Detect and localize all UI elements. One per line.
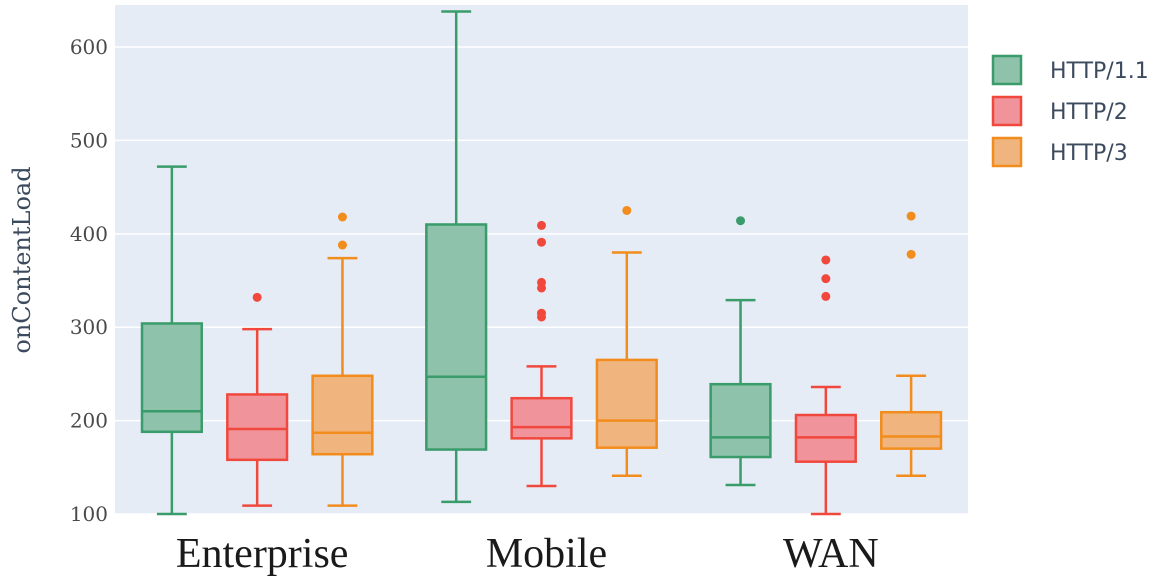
iqr-box	[226, 393, 289, 462]
box-wan	[880, 211, 943, 477]
outlier-point	[537, 277, 546, 287]
outlier-point	[337, 240, 347, 250]
y-axis-ticks: 100 200 300 400 500 600	[70, 35, 108, 526]
series-http-3	[311, 205, 943, 507]
category-label: Mobile	[486, 531, 607, 577]
iqr-box	[510, 396, 573, 440]
outlier-point	[906, 249, 916, 259]
box-enterprise	[226, 292, 289, 507]
outlier-point	[821, 255, 831, 265]
category-label: WAN	[783, 531, 879, 577]
y-tick-label: 500	[70, 128, 108, 152]
outlier-point	[537, 220, 546, 230]
series-http-2	[226, 220, 857, 516]
outlier-point	[906, 211, 916, 221]
iqr-box	[140, 322, 203, 434]
y-tick-label: 600	[70, 35, 108, 59]
iqr-box	[880, 410, 943, 450]
iqr-box	[311, 374, 374, 456]
box-wan	[709, 216, 772, 487]
box-enterprise	[140, 165, 203, 516]
box-mobile	[595, 205, 658, 477]
y-tick-label: 300	[70, 315, 108, 339]
category-label: Enterprise	[176, 531, 349, 577]
box-wan	[794, 255, 857, 516]
legend-swatch	[991, 54, 1023, 86]
y-tick-label: 200	[70, 409, 108, 433]
outlier-point	[821, 274, 831, 284]
box-mobile	[425, 10, 488, 504]
iqr-box	[709, 382, 772, 459]
outlier-point	[537, 237, 546, 247]
box-series	[140, 10, 943, 516]
outlier-point	[821, 291, 831, 301]
y-axis-title: onContentLoad	[8, 166, 36, 353]
legend-item: HTTP/1.1	[991, 54, 1149, 86]
box-mobile	[510, 220, 573, 488]
outlier-point	[537, 308, 546, 318]
y-tick-label: 400	[70, 222, 108, 246]
x-axis-categories: Enterprise Mobile WAN	[176, 531, 879, 577]
legend-swatch	[991, 136, 1023, 168]
legend[interactable]: HTTP/1.1 HTTP/2 HTTP/3	[991, 54, 1149, 168]
outlier-point	[337, 212, 347, 222]
iqr-box	[425, 223, 488, 451]
legend-item: HTTP/2	[991, 95, 1128, 127]
legend-swatch	[991, 95, 1023, 127]
legend-label: HTTP/2	[1050, 100, 1128, 125]
outlier-point	[736, 216, 746, 226]
outlier-point	[622, 205, 632, 215]
outlier-point	[252, 292, 262, 302]
legend-label: HTTP/1.1	[1050, 59, 1149, 84]
box-enterprise	[311, 212, 374, 507]
legend-label: HTTP/3	[1050, 141, 1128, 166]
series-http-1-1	[140, 10, 772, 516]
legend-item: HTTP/3	[991, 136, 1128, 168]
iqr-box	[595, 358, 658, 449]
y-tick-label: 100	[70, 502, 108, 526]
